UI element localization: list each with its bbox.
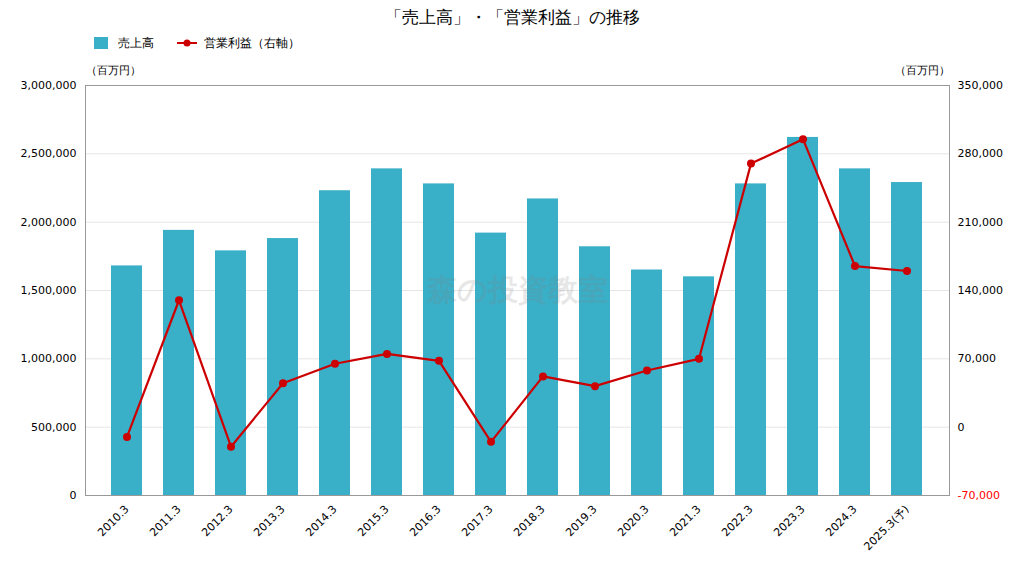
svg-text:140,000: 140,000 xyxy=(958,284,1004,297)
svg-text:2,000,000: 2,000,000 xyxy=(21,216,77,229)
svg-text:350,000: 350,000 xyxy=(958,79,1004,92)
svg-text:2017.3: 2017.3 xyxy=(459,503,495,539)
svg-text:210,000: 210,000 xyxy=(958,216,1004,229)
svg-text:2020.3: 2020.3 xyxy=(615,503,651,539)
svg-text:0: 0 xyxy=(70,489,77,502)
svg-text:0: 0 xyxy=(958,421,965,434)
svg-text:500,000: 500,000 xyxy=(31,421,77,434)
svg-text:2,500,000: 2,500,000 xyxy=(21,147,77,160)
svg-text:2015.3: 2015.3 xyxy=(355,503,391,539)
html-text:営業利益（右軸）: 営業利益（右軸） xyxy=(204,35,300,50)
svg-text:2019.3: 2019.3 xyxy=(563,503,599,539)
svg-text:2013.3: 2013.3 xyxy=(251,503,287,539)
svg-text:2025.3(予): 2025.3(予) xyxy=(861,503,911,553)
html-text:「売上高」・「営業利益」の推移: 「売上高」・「営業利益」の推移 xyxy=(384,7,640,27)
svg-text:2014.3: 2014.3 xyxy=(303,503,339,539)
svg-text:森の投資教室: 森の投資教室 xyxy=(426,272,608,307)
svg-text:1,500,000: 1,500,000 xyxy=(21,284,77,297)
svg-text:2011.3: 2011.3 xyxy=(147,503,183,539)
svg-text:（百万円）: （百万円） xyxy=(86,64,141,77)
svg-text:2018.3: 2018.3 xyxy=(511,503,547,539)
svg-text:2024.3: 2024.3 xyxy=(823,503,859,539)
svg-text:2021.3: 2021.3 xyxy=(667,503,703,539)
svg-text:2023.3: 2023.3 xyxy=(771,503,807,539)
svg-text:（百万円）: （百万円） xyxy=(895,64,950,77)
svg-text:-70,000: -70,000 xyxy=(958,489,1000,502)
html-text:売上高: 売上高 xyxy=(118,35,154,50)
svg-text:2010.3: 2010.3 xyxy=(95,503,131,539)
svg-text:3,000,000: 3,000,000 xyxy=(21,79,77,92)
svg-text:2022.3: 2022.3 xyxy=(719,503,755,539)
svg-text:280,000: 280,000 xyxy=(958,147,1004,160)
svg-text:1,000,000: 1,000,000 xyxy=(21,352,77,365)
svg-text:70,000: 70,000 xyxy=(958,352,997,365)
svg-text:2016.3: 2016.3 xyxy=(407,503,443,539)
svg-text:2012.3: 2012.3 xyxy=(199,503,235,539)
